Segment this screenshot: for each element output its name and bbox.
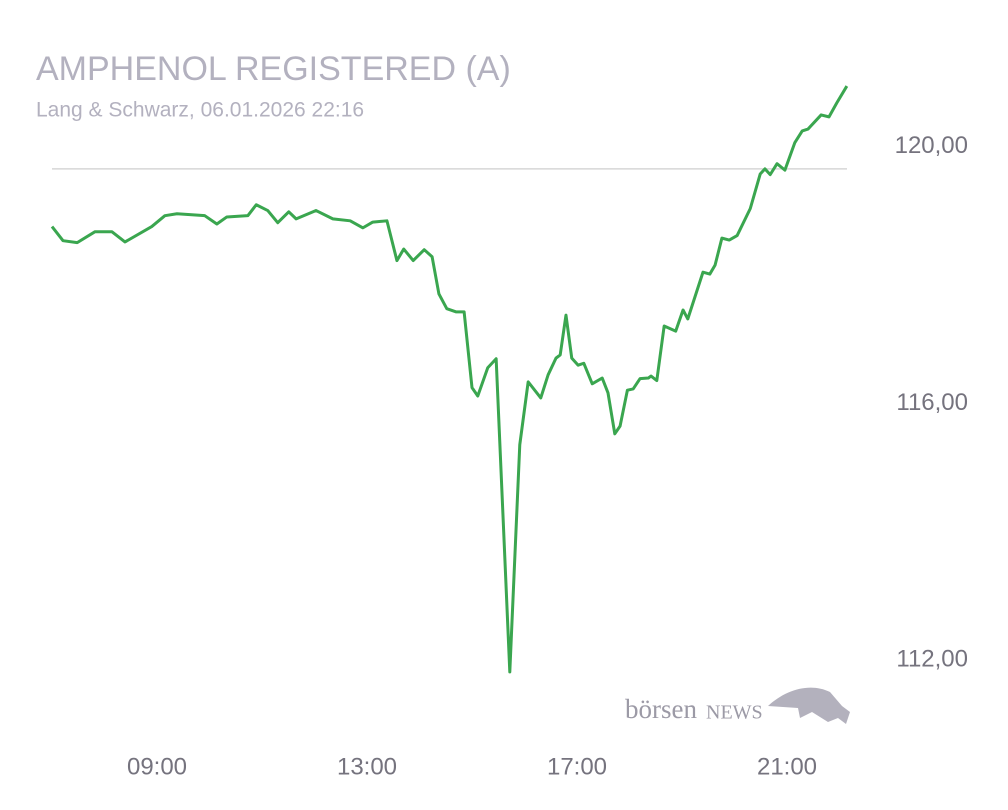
watermark-text: NEWS <box>706 702 763 724</box>
chart-title: AMPHENOL REGISTERED (A) <box>36 50 511 88</box>
watermark-text: börsen <box>625 694 697 724</box>
bull-logo <box>768 687 850 724</box>
watermark: börsen NEWS <box>625 687 850 724</box>
y-tick-label: 112,00 <box>896 646 968 673</box>
x-tick-label: 13:00 <box>337 753 397 780</box>
x-tick-label: 09:00 <box>127 753 187 780</box>
x-tick-label: 17:00 <box>547 753 607 780</box>
y-tick-label: 120,00 <box>895 132 968 159</box>
chart-subtitle: Lang & Schwarz, 06.01.2026 22:16 <box>36 99 364 122</box>
price-line <box>50 85 849 674</box>
x-tick-label: 21:00 <box>757 753 817 780</box>
y-tick-label: 116,00 <box>896 389 968 416</box>
